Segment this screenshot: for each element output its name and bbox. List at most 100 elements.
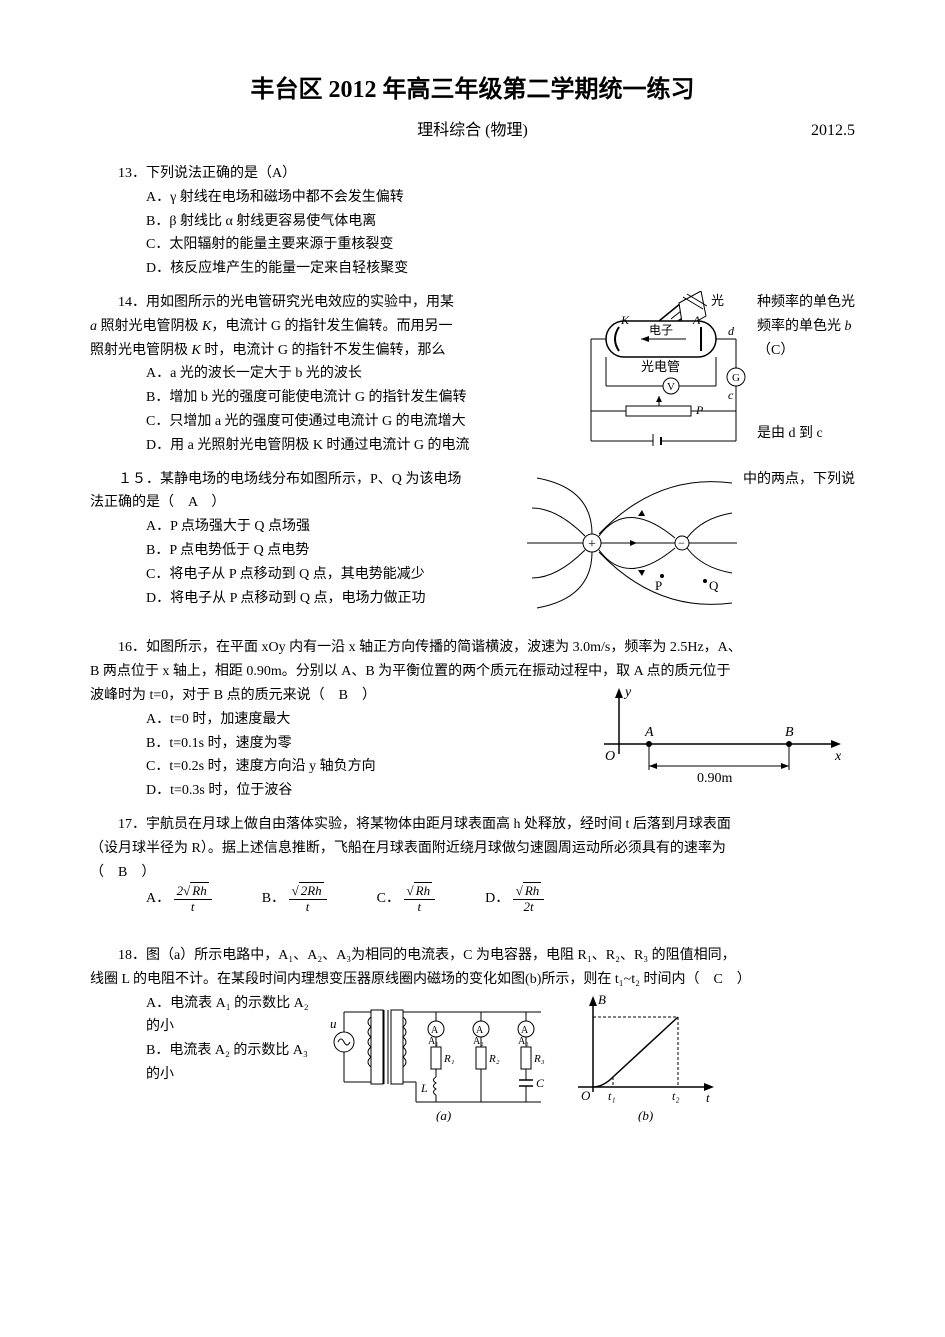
question-18: 18．图（a）所示电路中，A₁、A₂、A₃为相同的电流表，C 为电容器，电阻 R… [90,944,855,1130]
q15-right: 中的两点，下列说 [743,468,855,492]
q13-opt-c: C．太阳辐射的能量主要来源于重核裂变 [146,233,855,257]
q15-r1: 中的两点，下列说 [743,468,855,492]
q16-opt-c: C．t=0.2s 时，速度方向沿 y 轴负方向 [146,755,583,779]
svg-text:A: A [476,1025,484,1036]
q14-opt-b: B．增加 b 光的强度可能使电流计 G 的指针发生偏转 [146,386,565,410]
q16-opt-d: D．t=0.3s 时，位于波谷 [146,779,583,803]
q18-opt-b: B．电流表 A₂ 的示数比 A₃ 的小 [146,1039,320,1087]
q15-opt-c: C．将电子从 P 点移动到 Q 点，其电势能减少 [146,563,521,587]
page-title: 丰台区 2012 年高三年级第二学期统一练习 [90,70,855,111]
svg-text:G: G [732,372,740,384]
question-14: 14．用如图所示的光电管研究光电效应的实验中，用某 a 照射光电管阴极 K，电流… [90,291,855,458]
svg-text:B: B [598,992,606,1007]
q14-r2a: 频率的单色光 [757,319,845,334]
q14-r2: 频率的单色光 b [757,315,855,339]
exam-page: 丰台区 2012 年高三年级第二学期统一练习 理科综合 (物理) 2012.5 … [0,0,945,1180]
question-15: １５．某静电场的电场线分布如图所示，P、Q 为该电场 法正确的是（ A ） A．… [90,468,855,627]
svg-text:C: C [536,1076,545,1090]
svg-text:P: P [695,403,704,417]
q14-line1: 14．用如图所示的光电管研究光电效应的实验中，用某 [90,291,565,315]
q14-line2: a 照射光电管阴极 K，电流计 G 的指针发生偏转。而用另一 [90,315,565,339]
q14-t2: ，电流计 G 的指针发生偏转。而用另一 [211,319,452,334]
svg-text:A: A [644,725,654,740]
q17-options: A． 2√Rht B． √2Rht C． √Rht D． √Rh2t [146,884,855,914]
q16-stem2: B 两点位于 x 轴上，相距 0.90m。分别以 A、B 为平衡位置的两个质元在… [90,660,855,684]
svg-text:O: O [605,749,615,764]
q13-stem: 13．下列说法正确的是（A） [90,162,855,186]
svg-text:Q: Q [709,578,719,593]
svg-text:y: y [623,685,632,700]
svg-text:u: u [330,1016,337,1031]
q14-r1: 种频率的单色光 [757,291,855,315]
svg-text:A: A [521,1025,529,1036]
q16-opt-a: A．t=0 时，加速度最大 [146,708,583,732]
svg-text:(a): (a) [436,1108,451,1122]
svg-text:K: K [620,313,630,327]
svg-text:d: d [728,324,735,338]
q13-opt-a: A．γ 射线在电场和磁场中都不会发生偏转 [146,186,855,210]
q15-opt-d: D．将电子从 P 点移动到 Q 点，电场力做正功 [146,587,521,611]
q17-c-label: C． [377,891,400,906]
q17-opt-a: A． 2√Rht [146,884,212,914]
svg-text:光电管: 光电管 [641,359,680,374]
svg-text:A: A [692,313,701,327]
svg-text:(b): (b) [638,1108,653,1122]
q16-stem1: 16．如图所示，在平面 xOy 内有一沿 x 轴正方向传播的简谐横波，波速为 3… [90,636,855,660]
svg-text:R₁: R₁ [443,1053,455,1065]
q13-opt-d: D．核反应堆产生的能量一定来自轻核聚变 [146,257,855,281]
q15-figure: + − [521,468,743,627]
question-17: 17．宇航员在月球上做自由落体实验，将某物体由距月球表面高 h 处释放，经时间 … [90,813,855,914]
q18-stem1: 18．图（a）所示电路中，A₁、A₂、A₃为相同的电流表，C 为电容器，电阻 R… [90,944,855,968]
q13-opt-b: B．β 射线比 α 射线更容易使气体电离 [146,210,855,234]
q14-var-a: a [90,319,97,334]
q15-stem1: １５．某静电场的电场线分布如图所示，P、Q 为该电场 [90,468,521,492]
q14-r3: （C） [757,339,855,363]
q15-opt-b: B．P 点电势低于 Q 点电势 [146,539,521,563]
q17-b-label: B． [262,891,285,906]
page-subtitle: 理科综合 (物理) [417,122,528,139]
q14-r2b: b [845,319,852,334]
svg-text:A₃: A₃ [518,1036,529,1047]
svg-text:+: + [588,537,596,552]
q18-figure-b: B t O t₁ t₂ (b) [562,992,724,1131]
svg-text:t: t [706,1090,710,1105]
q18-figure-a: u A [320,992,562,1131]
q18-stem2: 线圈 L 的电阻不计。在某段时间内理想变压器原线圈内磁场的变化如图(b)所示，则… [90,968,855,992]
q14-t4: 时，电流计 G 的指针不发生偏转，那么 [201,343,446,358]
q14-var-k2: K [192,343,201,358]
svg-text:B: B [785,725,794,740]
q14-t1: 照射光电管阴极 [97,319,202,334]
svg-text:R₂: R₂ [488,1053,500,1065]
svg-text:电子: 电子 [649,323,673,337]
svg-text:O: O [581,1088,591,1103]
svg-text:A₂: A₂ [473,1036,484,1047]
q14-var-k: K [202,319,211,334]
subtitle-row: 理科综合 (物理) 2012.5 [90,117,855,144]
q14-figure: 光 K A 电子 光电管 d [565,291,757,455]
svg-text:t₂: t₂ [672,1089,680,1103]
q14-line3: 照射光电管阴极 K 时，电流计 G 的指针不发生偏转，那么 [90,339,565,363]
q14-opt-a: A．a 光的波长一定大于 b 光的波长 [146,362,565,386]
svg-text:A₁: A₁ [428,1036,439,1047]
svg-text:光: 光 [711,293,724,308]
svg-text:0.90m: 0.90m [697,771,733,786]
q17-stem2: （设月球半径为 R）。据上述信息推断，飞船在月球表面附近绕月球做匀速圆周运动所必… [90,837,855,861]
svg-text:c: c [728,388,734,402]
q17-stem3: （ B ） [90,861,855,885]
svg-text:V: V [667,381,675,393]
q17-stem1: 17．宇航员在月球上做自由落体实验，将某物体由距月球表面高 h 处释放，经时间 … [90,813,855,837]
q14-opt-d-left: D．用 a 光照射光电管阴极 K 时通过电流计 G 的电流 [146,434,565,458]
svg-text:R₃: R₃ [533,1053,545,1065]
page-date: 2012.5 [811,117,855,144]
q16-stem3: 波峰时为 t=0，对于 B 点的质元来说（ B ） [90,684,583,708]
svg-text:A: A [431,1025,439,1036]
q17-d-label: D． [485,891,509,906]
svg-text:t₁: t₁ [608,1089,616,1103]
question-13: 13．下列说法正确的是（A） A．γ 射线在电场和磁场中都不会发生偏转 B．β … [90,162,855,281]
q17-a-label: A． [146,891,170,906]
q16-figure: y x O A B 0.90m [583,684,855,803]
q18-opt-a: A．电流表 A₁ 的示数比 A₂ 的小 [146,992,320,1040]
q17-opt-b: B． √2Rht [262,884,327,914]
question-16: 16．如图所示，在平面 xOy 内有一沿 x 轴正方向传播的简谐横波，波速为 3… [90,636,855,803]
q14-d-right: 是由 d 到 c [757,422,855,446]
